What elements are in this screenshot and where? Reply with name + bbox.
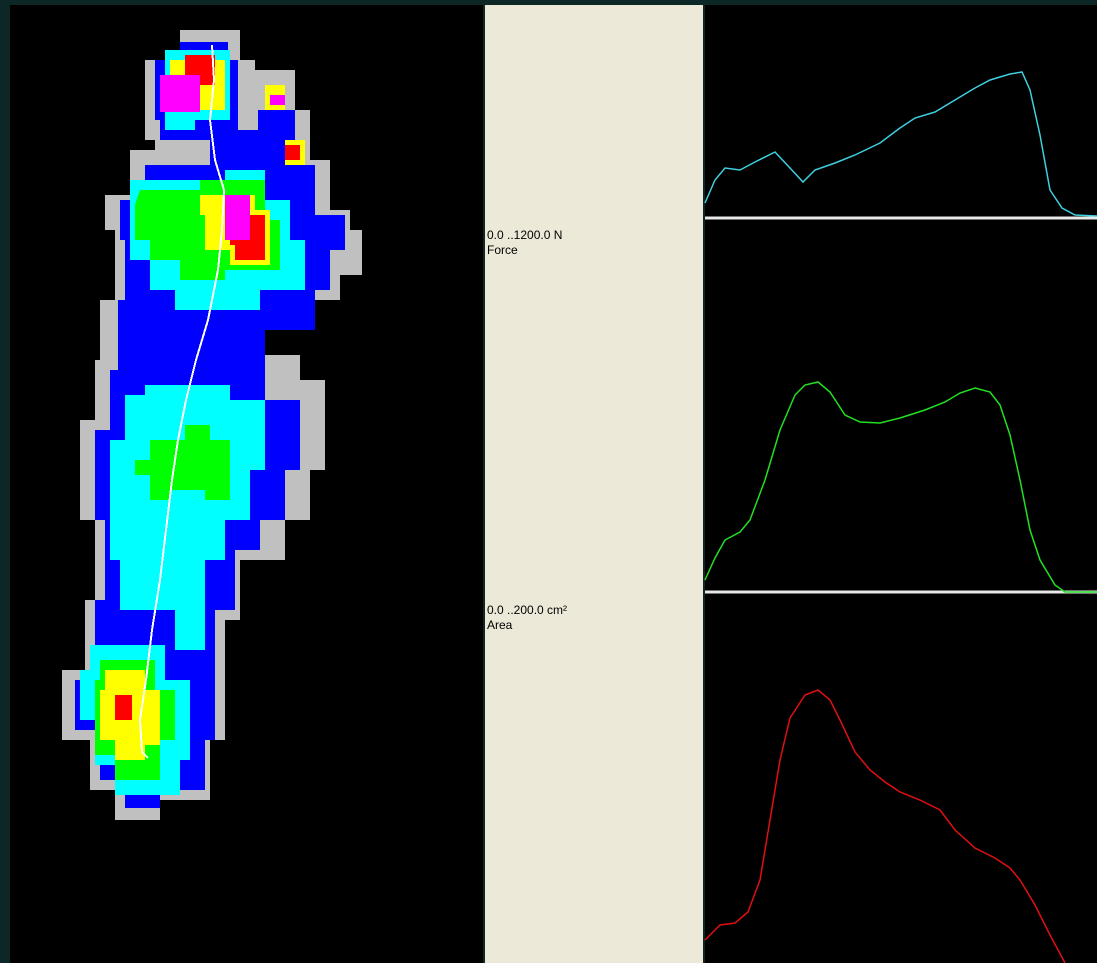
force-curve (704, 71, 1097, 217)
legend-panel (485, 5, 703, 963)
pressure-curve (704, 689, 1066, 963)
force-range: 0.0 ..1200.0 N (487, 228, 563, 242)
area-range: 0.0 ..200.0 cm² (487, 603, 568, 617)
pressure-path (138, 44, 226, 759)
area-label: Area (487, 618, 513, 632)
curve-panel (705, 5, 1097, 963)
footprint (62, 30, 362, 820)
force-label: Force (487, 243, 518, 257)
curves (704, 71, 1097, 963)
area-curve (704, 381, 1097, 593)
